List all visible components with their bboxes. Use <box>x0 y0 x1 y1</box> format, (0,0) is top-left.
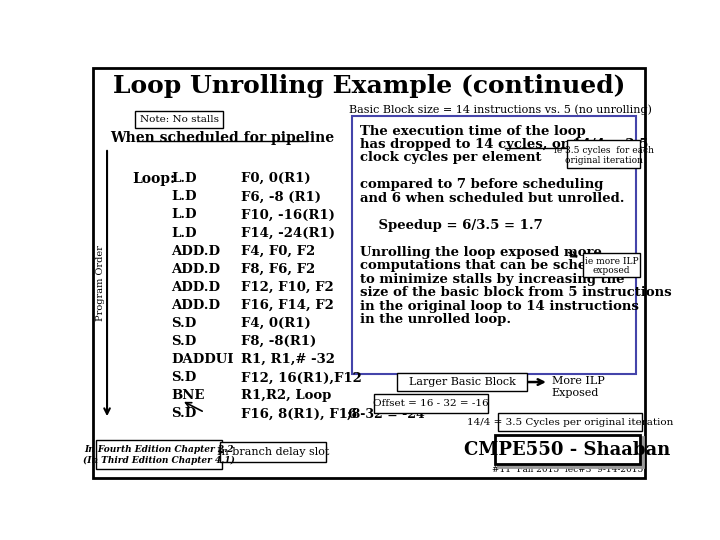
Text: S.D: S.D <box>171 335 197 348</box>
Text: (In Third Edition Chapter 4.1): (In Third Edition Chapter 4.1) <box>83 456 235 465</box>
Text: ADD.D: ADD.D <box>171 299 220 312</box>
Text: F16, 8(R1), F16: F16, 8(R1), F16 <box>241 408 357 421</box>
FancyBboxPatch shape <box>352 116 636 374</box>
FancyBboxPatch shape <box>583 253 640 278</box>
Text: F0, 0(R1): F0, 0(R1) <box>241 172 311 185</box>
Text: R1,R2, Loop: R1,R2, Loop <box>241 389 331 402</box>
Text: #11  Fall 2015  lec#3  9-14-2015: #11 Fall 2015 lec#3 9-14-2015 <box>492 465 643 474</box>
Text: Loop:: Loop: <box>132 172 176 186</box>
FancyBboxPatch shape <box>397 373 527 392</box>
Text: CMPE550 - Shaaban: CMPE550 - Shaaban <box>464 441 670 459</box>
Text: ;8-32 = -24: ;8-32 = -24 <box>347 408 425 421</box>
Text: compared to 7 before scheduling: compared to 7 before scheduling <box>360 178 603 191</box>
Text: S.D: S.D <box>171 408 197 421</box>
FancyBboxPatch shape <box>135 111 223 128</box>
Text: L.D: L.D <box>171 191 197 204</box>
Text: clock cycles per element: clock cycles per element <box>360 151 541 165</box>
Text: In branch delay slot: In branch delay slot <box>217 447 329 457</box>
Text: R1, R1,# -32: R1, R1,# -32 <box>241 353 335 366</box>
Text: When scheduled for pipeline: When scheduled for pipeline <box>109 131 334 145</box>
Text: S.D: S.D <box>171 317 197 330</box>
Text: ie more ILP: ie more ILP <box>585 258 639 266</box>
FancyBboxPatch shape <box>498 437 644 467</box>
Text: F12, F10, F2: F12, F10, F2 <box>241 281 334 294</box>
Text: Unrolling the loop exposed more: Unrolling the loop exposed more <box>360 246 602 259</box>
FancyBboxPatch shape <box>567 140 640 168</box>
Text: F6, -8 (R1): F6, -8 (R1) <box>241 191 321 204</box>
Text: More ILP: More ILP <box>552 375 605 386</box>
Text: F12, 16(R1),F12: F12, 16(R1),F12 <box>241 372 362 384</box>
FancyBboxPatch shape <box>220 442 325 462</box>
Text: S.D: S.D <box>171 372 197 384</box>
Text: size of the basic block from 5 instructions: size of the basic block from 5 instructi… <box>360 286 671 299</box>
Text: F4, F0, F2: F4, F0, F2 <box>241 245 315 258</box>
Text: In Fourth Edition Chapter 2.2: In Fourth Edition Chapter 2.2 <box>84 446 234 454</box>
Text: Note: No stalls: Note: No stalls <box>140 115 219 124</box>
FancyBboxPatch shape <box>93 68 645 477</box>
Text: exposed: exposed <box>593 266 630 275</box>
Text: Offset = 16 - 32 = -16: Offset = 16 - 32 = -16 <box>373 399 489 408</box>
Text: Exposed: Exposed <box>552 388 599 398</box>
Text: ADD.D: ADD.D <box>171 245 220 258</box>
Text: Basic Block size = 14 instructions vs. 5 (no unrolling): Basic Block size = 14 instructions vs. 5… <box>349 104 652 114</box>
Text: has dropped to 14 cycles, or 14/4 = 3.5: has dropped to 14 cycles, or 14/4 = 3.5 <box>360 138 648 151</box>
Text: ADD.D: ADD.D <box>171 281 220 294</box>
Text: Speedup = 6/3.5 = 1.7: Speedup = 6/3.5 = 1.7 <box>360 219 542 232</box>
Text: The execution time of the loop: The execution time of the loop <box>360 125 585 138</box>
FancyBboxPatch shape <box>495 435 640 464</box>
Text: and 6 when scheduled but unrolled.: and 6 when scheduled but unrolled. <box>360 192 624 205</box>
Text: L.D: L.D <box>171 208 197 221</box>
Text: L.D: L.D <box>171 172 197 185</box>
Text: in the original loop to 14 instructions: in the original loop to 14 instructions <box>360 300 639 313</box>
Text: original iteration: original iteration <box>564 156 643 165</box>
Text: in the unrolled loop.: in the unrolled loop. <box>360 313 510 326</box>
Text: Larger Basic Block: Larger Basic Block <box>408 377 516 387</box>
Text: L.D: L.D <box>171 227 197 240</box>
Text: BNE: BNE <box>171 389 204 402</box>
Text: F8, -8(R1): F8, -8(R1) <box>241 335 316 348</box>
Text: Program Order: Program Order <box>96 246 105 321</box>
Text: Loop Unrolling Example (continued): Loop Unrolling Example (continued) <box>113 75 625 98</box>
Text: to minimize stalls by increasing the: to minimize stalls by increasing the <box>360 273 624 286</box>
Text: ADD.D: ADD.D <box>171 263 220 276</box>
Text: ie 3.5 cycles  for each: ie 3.5 cycles for each <box>554 146 654 155</box>
FancyBboxPatch shape <box>96 440 222 469</box>
Text: computations that can be scheduled: computations that can be scheduled <box>360 259 627 272</box>
Text: F10, -16(R1): F10, -16(R1) <box>241 208 335 221</box>
Text: F8, F6, F2: F8, F6, F2 <box>241 263 315 276</box>
Text: F14, -24(R1): F14, -24(R1) <box>241 227 335 240</box>
Text: F4, 0(R1): F4, 0(R1) <box>241 317 311 330</box>
Text: F16, F14, F2: F16, F14, F2 <box>241 299 334 312</box>
FancyBboxPatch shape <box>374 394 488 413</box>
Text: 14/4 = 3.5 Cycles per original iteration: 14/4 = 3.5 Cycles per original iteration <box>467 417 673 427</box>
FancyBboxPatch shape <box>498 413 642 431</box>
Text: DADDUI: DADDUI <box>171 353 234 366</box>
